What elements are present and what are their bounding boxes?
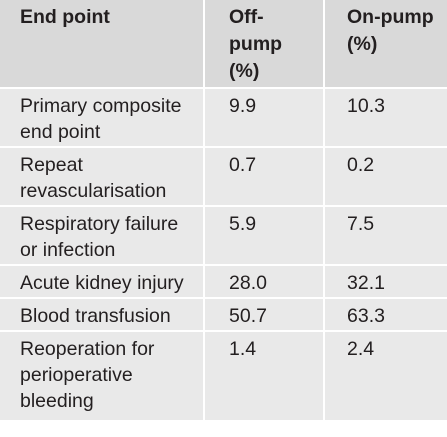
cell-end-point: Repeat revascularisation xyxy=(0,148,205,207)
table-row: Primary composite end point 9.9 10.3 xyxy=(0,89,447,148)
header-end-point: End point xyxy=(0,0,205,89)
header-on-pump: On-pump (%) xyxy=(325,0,447,89)
cell-on-pump: 0.2 xyxy=(325,148,447,207)
table-header: End point Off-pump (%) On-pump (%) xyxy=(0,0,447,89)
cell-on-pump: 2.4 xyxy=(347,338,375,360)
cell-end-point: Reoperation for perioperative bleeding xyxy=(0,332,205,420)
header-row: End point Off-pump (%) On-pump (%) xyxy=(0,0,447,89)
cell-end-point: Primary composite end point xyxy=(0,89,205,148)
cell-off-pump: 0.7 xyxy=(205,148,325,207)
cell-on-pump: 32.1 xyxy=(325,266,447,299)
cell-end-point: Respiratory failure or infection xyxy=(0,207,205,266)
cell-off-pump: 1.4 xyxy=(205,332,325,420)
cell-off-pump: 50.7 xyxy=(205,299,325,332)
cell-end-point: Blood transfusion xyxy=(0,299,205,332)
cell-off-pump: 5.9 xyxy=(205,207,325,266)
cell-end-point: Acute kidney injury xyxy=(0,266,205,299)
table-row: Respiratory failure or infection 5.9 7.5 xyxy=(0,207,447,266)
table-body: Primary composite end point 9.9 10.3 Repe… xyxy=(0,89,447,420)
header-off-pump: Off-pump (%) xyxy=(205,0,325,89)
cell-on-pump: 10.3 xyxy=(325,89,447,148)
table-row: Reoperation for perioperative bleeding 1.4… xyxy=(0,332,447,420)
cell-on-pump: 7.5 xyxy=(325,207,447,266)
results-table: End point Off-pump (%) On-pump (%) Primary… xyxy=(0,0,447,420)
table-row: Acute kidney injury 28.0 32.1 xyxy=(0,266,447,299)
table-row: Repeat revascularisation 0.7 0.2 xyxy=(0,148,447,207)
cell-on-pump: 63.3 xyxy=(325,299,447,332)
cell-off-pump: 28.0 xyxy=(205,266,325,299)
table-row: Blood transfusion 50.7 63.3 xyxy=(0,299,447,332)
cell-off-pump: 9.9 xyxy=(205,89,325,148)
